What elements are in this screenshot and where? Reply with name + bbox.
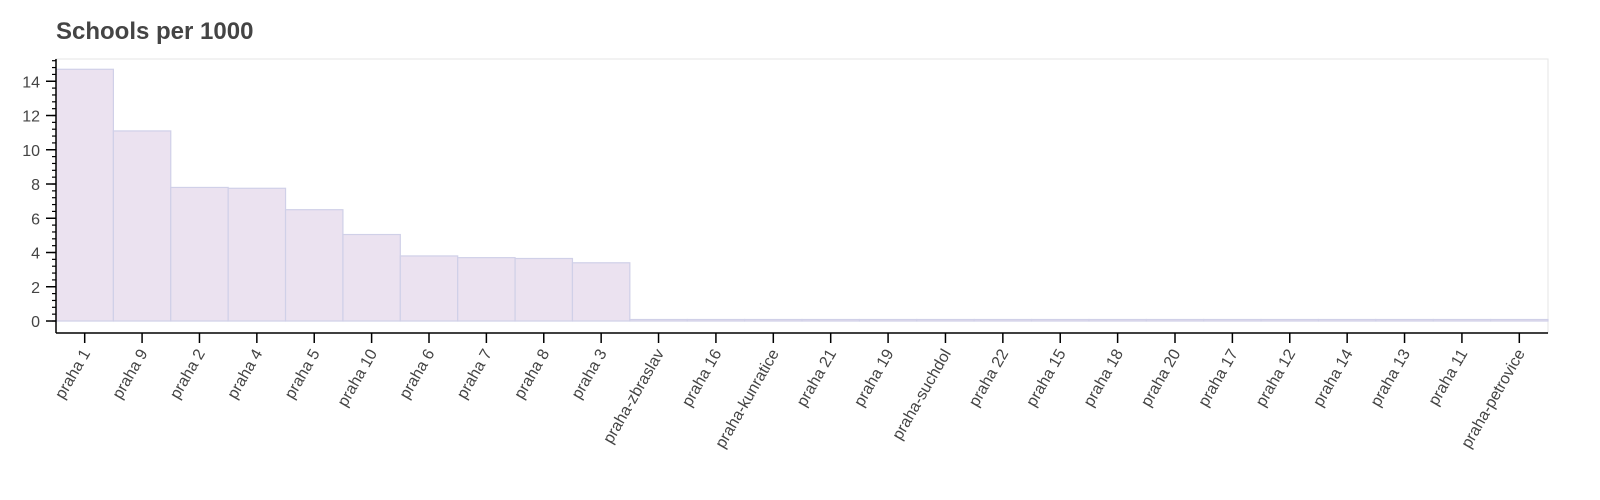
bar (1375, 318, 1434, 322)
bars (55, 68, 1549, 322)
x-tick-label: praha 11 (1426, 346, 1472, 408)
x-tick-label: praha 9 (110, 346, 152, 402)
bar (858, 318, 918, 322)
x-tick-label: praha 20 (1138, 346, 1184, 409)
x-tick-label: praha 12 (1253, 346, 1299, 409)
bar (1260, 318, 1320, 322)
bar (1145, 318, 1205, 322)
x-tick-label: praha 18 (1081, 346, 1127, 409)
x-tick-label: praha 8 (511, 346, 553, 402)
bar (629, 318, 688, 322)
bar (55, 68, 114, 322)
x-tick-label: praha 4 (224, 346, 266, 402)
y-tick-label: 6 (31, 211, 40, 228)
bar (1030, 318, 1090, 322)
x-tick-label: praha 1 (52, 346, 94, 402)
x-tick-label: praha 7 (454, 346, 496, 402)
x-tick-label: praha 16 (679, 346, 725, 409)
x-tick-label: praha 15 (1023, 346, 1069, 409)
y-tick-label: 4 (31, 246, 40, 263)
chart-title: Schools per 1000 (56, 18, 254, 45)
bar (916, 318, 975, 322)
x-tick-label: praha 19 (851, 346, 897, 409)
x-tick-label: praha-zbraslav (600, 347, 668, 447)
x-tick-label: praha-suchdol (890, 347, 955, 443)
y-tick-label: 10 (22, 143, 40, 160)
x-tick-label: praha 13 (1368, 346, 1414, 409)
bar (227, 187, 287, 322)
y-tick-label: 12 (22, 109, 40, 126)
x-tick-label: praha 3 (569, 346, 611, 402)
bar (571, 262, 631, 322)
x-tick-label: praha 14 (1310, 346, 1356, 409)
bar (170, 186, 229, 322)
bar (284, 209, 344, 322)
bar (514, 257, 574, 322)
bar (457, 257, 516, 322)
bar (801, 318, 860, 322)
bar (686, 318, 746, 322)
bar (1203, 318, 1262, 322)
x-tick-label: praha 17 (1196, 346, 1242, 409)
x-tick-label: praha-kunratice (712, 346, 782, 451)
x-tick-label: praha 5 (282, 346, 324, 402)
y-axis: 0 2 4 6 8 10 12 14 (22, 59, 57, 333)
bar (342, 233, 401, 322)
x-axis: praha 1 praha 9 praha 2 praha 4 praha 5 praha… (52, 332, 1548, 451)
bar (1088, 318, 1147, 322)
x-tick-label: praha 2 (167, 346, 209, 402)
y-tick-label: 0 (31, 314, 40, 331)
bar (399, 255, 459, 322)
x-tick-label: praha 21 (794, 346, 840, 409)
x-tick-label: praha 22 (966, 346, 1012, 409)
y-tick-label: 14 (22, 74, 40, 91)
bar (1490, 318, 1549, 322)
y-tick-label: 2 (31, 280, 40, 297)
x-tick-label: praha-petrovice (1458, 346, 1528, 451)
bar (744, 318, 803, 322)
bar (973, 318, 1033, 322)
y-tick-label: 8 (31, 177, 40, 194)
x-tick-label: praha 10 (335, 346, 381, 409)
bar (112, 130, 172, 322)
bar (1317, 318, 1377, 322)
bar (1432, 318, 1492, 322)
x-tick-label: praha 6 (397, 346, 439, 402)
